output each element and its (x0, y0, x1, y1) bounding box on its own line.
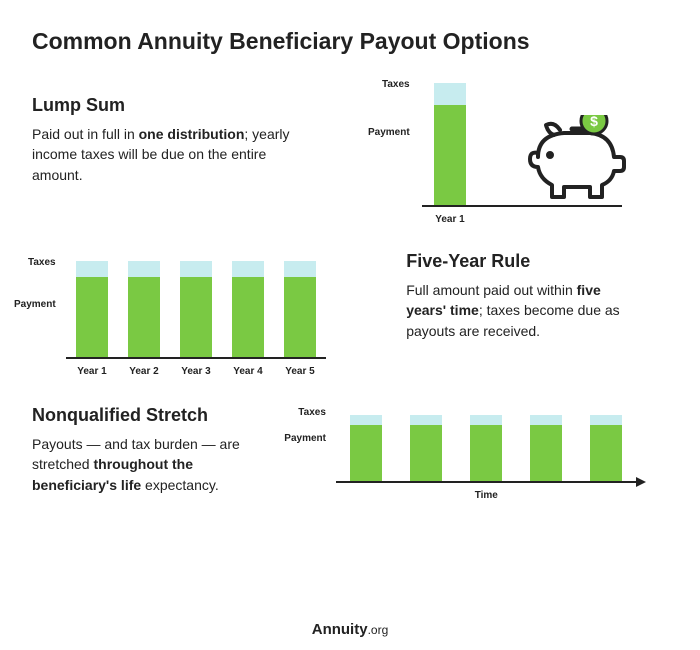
desc-post: expectancy. (141, 477, 219, 493)
five-year-chart-block: Taxes Payment Year 1 Year 2 Year 3 Year … (32, 251, 386, 381)
bar-year5: Year 5 (284, 261, 316, 357)
lump-sum-desc: Paid out in full in one distribution; ye… (32, 124, 292, 185)
stretch-chart: Time (336, 413, 636, 483)
five-year-title: Five-Year Rule (406, 251, 668, 272)
lump-sum-title: Lump Sum (32, 95, 350, 116)
bar-1 (350, 415, 382, 481)
bar-4 (530, 415, 562, 481)
bar-tax (434, 83, 466, 105)
lump-sum-text: Lump Sum Paid out in full in one distrib… (32, 77, 350, 185)
payment-label: Payment (368, 127, 410, 138)
year-label: Year 2 (129, 366, 158, 377)
bar-3 (470, 415, 502, 481)
bar-year1: Year 1 (76, 261, 108, 357)
desc-bold: one distribution (139, 126, 245, 142)
page-title: Common Annuity Beneficiary Payout Option… (32, 28, 668, 55)
bar (434, 83, 466, 205)
stretch-title: Nonqualified Stretch (32, 405, 302, 426)
time-label: Time (475, 490, 498, 501)
piggy-bank-icon: $ (520, 115, 630, 205)
bar-5 (590, 415, 622, 481)
stretch-text: Nonqualified Stretch Payouts — and tax b… (32, 405, 302, 495)
bar-payment (434, 105, 466, 205)
section-stretch: Nonqualified Stretch Payouts — and tax b… (32, 405, 668, 505)
payment-label: Payment (284, 433, 326, 444)
taxes-label: Taxes (28, 257, 56, 268)
bar-2 (410, 415, 442, 481)
svg-text:$: $ (590, 115, 598, 129)
five-year-chart: Year 1 Year 2 Year 3 Year 4 Year 5 (66, 259, 326, 359)
bar-year4: Year 4 (232, 261, 264, 357)
year-label: Year 3 (181, 366, 210, 377)
year-label: Year 1 (435, 214, 464, 225)
arrow-icon (636, 477, 646, 487)
desc-pre: Full amount paid out within (406, 282, 576, 298)
section-lump-sum: Lump Sum Paid out in full in one distrib… (32, 77, 668, 227)
payment-label: Payment (14, 299, 56, 310)
stretch-chart-block: Taxes Payment Time (302, 405, 668, 505)
section-five-year: Taxes Payment Year 1 Year 2 Year 3 Year … (32, 251, 668, 381)
bar-year1: Year 1 (434, 83, 466, 205)
taxes-label: Taxes (382, 79, 410, 90)
desc-pre: Paid out in full in (32, 126, 139, 142)
lump-sum-chart-block: Taxes Payment Year 1 $ (350, 77, 668, 227)
brand-name: Annuity (312, 621, 368, 638)
taxes-label: Taxes (298, 407, 326, 418)
footer-brand: Annuity.org (0, 621, 700, 638)
stretch-desc: Payouts — and tax burden — are stretched… (32, 434, 262, 495)
year-label: Year 5 (285, 366, 314, 377)
lump-sum-chart: Year 1 $ (422, 81, 622, 207)
bar-year3: Year 3 (180, 261, 212, 357)
bar-year2: Year 2 (128, 261, 160, 357)
five-year-desc: Full amount paid out within five years' … (406, 280, 626, 341)
year-label: Year 1 (77, 366, 106, 377)
year-label: Year 4 (233, 366, 262, 377)
five-year-text: Five-Year Rule Full amount paid out with… (386, 251, 668, 341)
brand-tld: .org (368, 623, 389, 637)
